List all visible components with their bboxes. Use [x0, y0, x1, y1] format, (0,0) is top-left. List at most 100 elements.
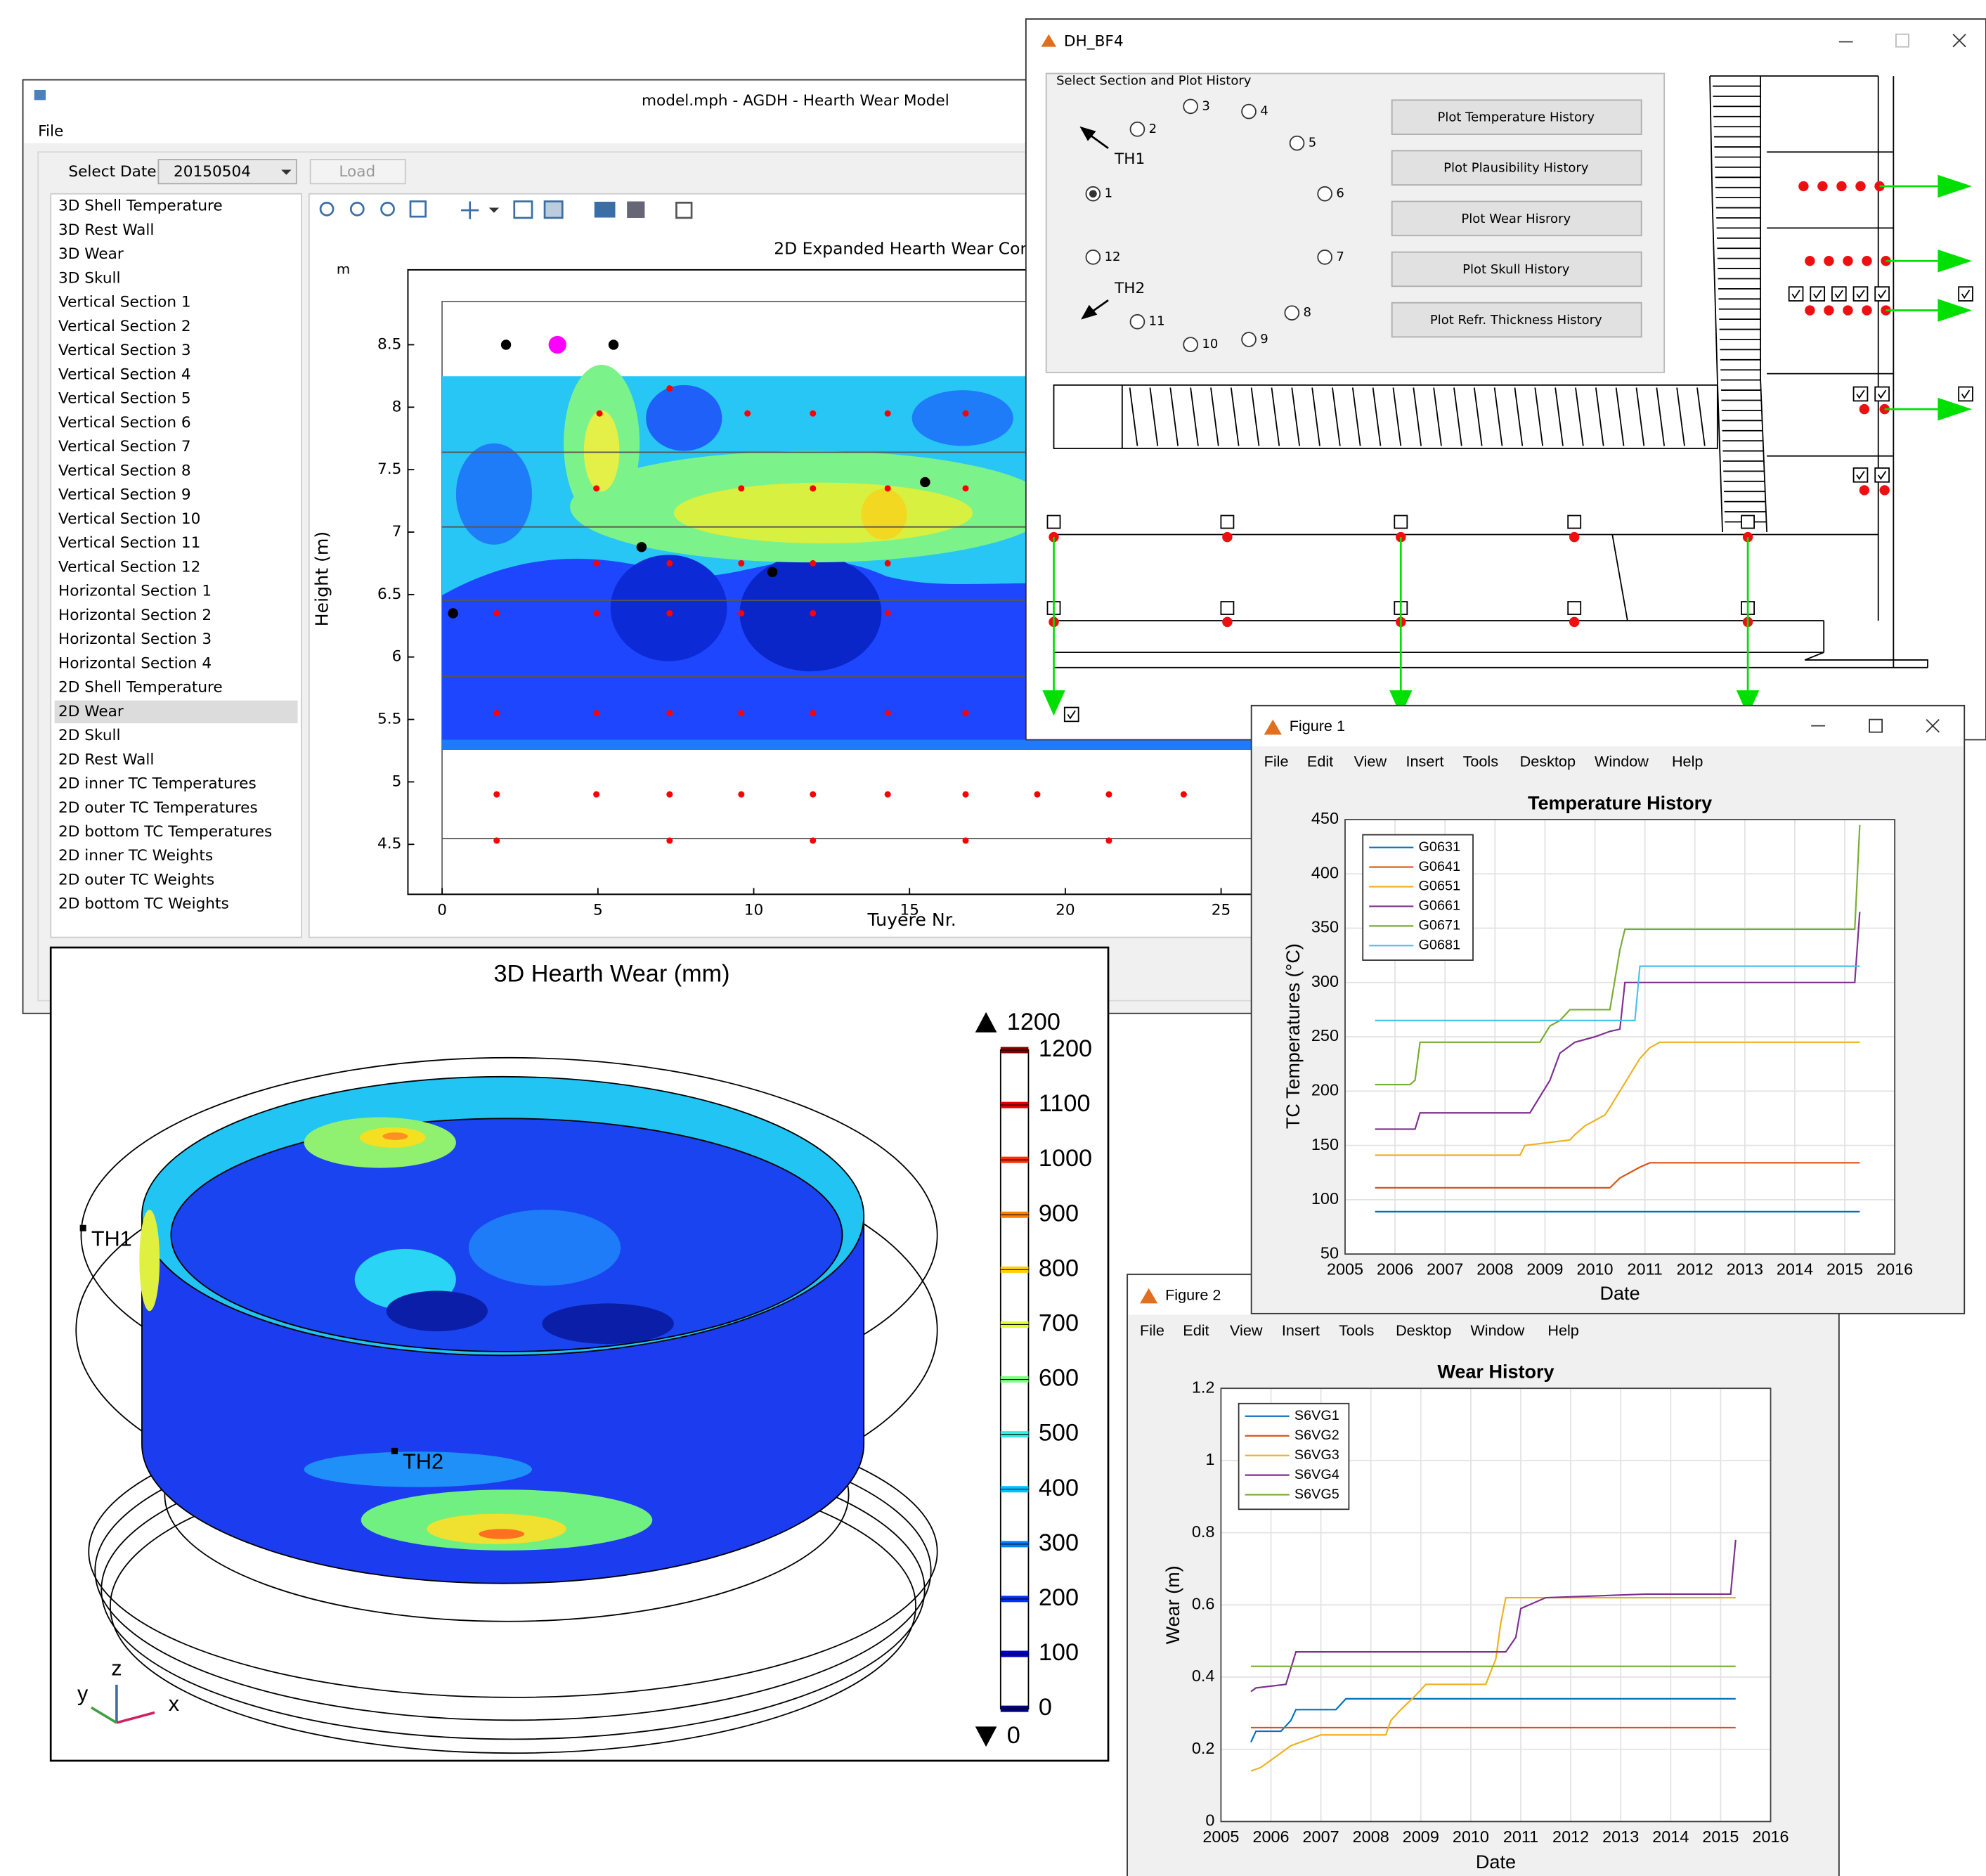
checkbox[interactable]	[1854, 468, 1868, 482]
radio-button[interactable]	[1242, 332, 1256, 347]
radio-button[interactable]	[1131, 315, 1145, 329]
x-tick-label: 2014	[1777, 1260, 1813, 1279]
radio-button[interactable]	[1183, 337, 1198, 351]
tree-item[interactable]: 2D outer TC Weights	[58, 872, 214, 889]
checkbox[interactable]	[1854, 387, 1868, 401]
radio-button[interactable]	[1318, 250, 1332, 264]
radio-button[interactable]	[1131, 122, 1145, 136]
checkbox[interactable]	[1875, 387, 1889, 401]
data-point	[666, 560, 673, 567]
radio-button[interactable]	[1086, 250, 1100, 264]
tree-item[interactable]: Vertical Section 7	[58, 438, 191, 455]
checkbox[interactable]	[1832, 287, 1846, 301]
tree-item[interactable]: Vertical Section 11	[58, 534, 200, 552]
y-tick-label: 350	[1311, 918, 1339, 936]
tree-item[interactable]: 2D Skull	[58, 727, 121, 744]
tree-item[interactable]: Vertical Section 12	[58, 558, 200, 576]
tree-item[interactable]: 2D inner TC Temperatures	[58, 775, 257, 793]
menu-item[interactable]: View	[1230, 1321, 1263, 1339]
tree-item[interactable]: Vertical Section 2	[58, 318, 191, 335]
radio-button[interactable]	[1318, 187, 1332, 201]
data-point	[493, 710, 500, 716]
y-tick-label: 7	[392, 523, 402, 541]
print-icon[interactable]	[627, 202, 644, 218]
menu-item[interactable]: Tools	[1463, 753, 1499, 770]
tree-item[interactable]: Vertical Section 4	[58, 366, 191, 383]
menu-item[interactable]: Edit	[1307, 753, 1333, 770]
x-tick-label: 2016	[1752, 1828, 1789, 1846]
tree-item[interactable]: 2D outer TC Temperatures	[58, 799, 258, 817]
tree-item[interactable]: 3D Skull	[58, 269, 121, 287]
menu-item[interactable]: Tools	[1339, 1321, 1375, 1339]
colorbar-label: 700	[1039, 1310, 1079, 1337]
tree-item[interactable]: Vertical Section 5	[58, 390, 191, 408]
camera-icon[interactable]	[595, 202, 614, 216]
data-point	[1105, 837, 1112, 843]
contour-fill	[584, 410, 619, 491]
radio-button[interactable]	[1242, 105, 1256, 119]
tree-item[interactable]: 2D Rest Wall	[58, 751, 154, 768]
legend-label: G0651	[1419, 879, 1460, 894]
radio-dot	[1089, 190, 1097, 198]
checkbox[interactable]	[1065, 708, 1079, 722]
checkbox[interactable]	[1854, 287, 1868, 301]
tree-item[interactable]: 2D bottom TC Weights	[58, 895, 229, 913]
checkbox[interactable]	[1875, 468, 1889, 482]
x-tick-label: 5	[593, 902, 603, 919]
y-tick-label: 6	[392, 648, 402, 666]
menu-item[interactable]: Desktop	[1396, 1321, 1451, 1339]
menu-item[interactable]: Insert	[1282, 1321, 1320, 1339]
layout-icon[interactable]	[545, 202, 562, 218]
x-tick-label: 2012	[1552, 1828, 1589, 1846]
legend-label: S6VG4	[1294, 1467, 1339, 1482]
menu-item[interactable]: Help	[1547, 1321, 1578, 1339]
marker-point	[391, 1448, 398, 1454]
menu-item[interactable]: Insert	[1406, 753, 1444, 770]
tree-item[interactable]: Vertical Section 6	[58, 414, 191, 432]
tree-item[interactable]: Vertical Section 10	[58, 510, 200, 528]
tree-item[interactable]: 2D Shell Temperature	[58, 679, 223, 697]
menu-item[interactable]: File	[1264, 753, 1289, 770]
x-tick-label: 2012	[1677, 1260, 1713, 1279]
y-axis-label: Wear (m)	[1162, 1565, 1183, 1644]
menu-item[interactable]: File	[38, 122, 63, 140]
menu-item[interactable]: Desktop	[1520, 753, 1576, 770]
tree-item[interactable]: 2D inner TC Weights	[58, 847, 213, 865]
menu-item[interactable]: Edit	[1183, 1321, 1209, 1339]
tree-item[interactable]: 3D Shell Temperature	[58, 198, 223, 215]
tree-item[interactable]: 3D Rest Wall	[58, 221, 154, 239]
radio-button[interactable]	[1183, 99, 1198, 113]
thermocouple	[1862, 305, 1871, 315]
checkbox[interactable]	[1810, 287, 1824, 301]
radio-button[interactable]	[1285, 306, 1299, 320]
tree-item[interactable]: Vertical Section 1	[58, 294, 191, 311]
tree-item[interactable]: 3D Wear	[58, 245, 124, 263]
tree-item[interactable]: Vertical Section 9	[58, 486, 191, 504]
tree-item[interactable]: Horizontal Section 4	[58, 654, 212, 672]
checkbox[interactable]	[1789, 287, 1803, 301]
radio-button[interactable]	[1290, 136, 1304, 150]
data-point	[609, 339, 618, 349]
checkbox[interactable]	[1959, 287, 1973, 301]
data-point	[666, 837, 673, 843]
data-point	[810, 485, 816, 491]
menu-item[interactable]: Window	[1595, 753, 1649, 770]
tree-item[interactable]: 2D Wear	[58, 703, 124, 720]
menu-item[interactable]: View	[1354, 753, 1387, 770]
menu-item[interactable]: Window	[1470, 1321, 1524, 1339]
tree-item[interactable]: Horizontal Section 1	[58, 583, 212, 600]
checkbox[interactable]	[1959, 387, 1973, 401]
checkbox[interactable]	[1875, 287, 1889, 301]
radio-label: 8	[1304, 305, 1311, 320]
tree-item[interactable]: Vertical Section 3	[58, 342, 191, 359]
tree-item[interactable]: 2D bottom TC Temperatures	[58, 823, 272, 841]
menu-item[interactable]: Help	[1672, 753, 1703, 770]
x-axis-label: Date	[1476, 1851, 1516, 1872]
tree-item[interactable]: Vertical Section 8	[58, 462, 191, 479]
tree-item[interactable]: Horizontal Section 3	[58, 630, 212, 648]
x-tick-label: 25	[1212, 902, 1231, 919]
menu-bar: File Edit View Insert Tools Desktop Window Help	[1252, 746, 1963, 775]
tree-item[interactable]: Horizontal Section 2	[58, 607, 212, 624]
button-label: Plot Temperature History	[1437, 110, 1595, 125]
menu-item[interactable]: File	[1140, 1321, 1164, 1339]
